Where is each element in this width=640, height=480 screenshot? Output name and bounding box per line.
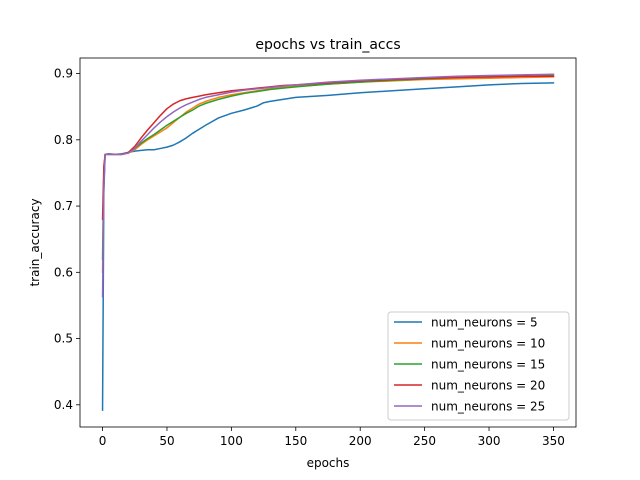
x-tick-label: 100 bbox=[220, 434, 243, 448]
x-tick-label: 200 bbox=[349, 434, 372, 448]
y-tick-label: 0.7 bbox=[54, 199, 73, 213]
x-tick-label: 50 bbox=[159, 434, 174, 448]
series-line-5 bbox=[101, 73, 555, 298]
x-tick-label: 150 bbox=[284, 434, 307, 448]
series-lines bbox=[101, 73, 555, 411]
legend-label-3: num_neurons = 15 bbox=[431, 358, 545, 372]
x-tick-label: 350 bbox=[542, 434, 565, 448]
y-tick-label: 0.8 bbox=[54, 133, 73, 147]
y-axis-ticks: 0.4 0.5 0.6 0.7 0.8 0.9 bbox=[54, 67, 80, 412]
x-axis-ticks: 0 50 100 150 200 250 300 350 bbox=[99, 427, 565, 448]
y-axis-label: train_accuracy bbox=[28, 198, 42, 286]
y-tick-label: 0.4 bbox=[54, 398, 73, 412]
legend-label-5: num_neurons = 25 bbox=[431, 400, 545, 414]
y-tick-label: 0.9 bbox=[54, 67, 73, 81]
y-tick-label: 0.5 bbox=[54, 332, 73, 346]
plot-frame bbox=[79, 57, 577, 428]
x-tick-label: 300 bbox=[478, 434, 501, 448]
x-tick-label: 250 bbox=[413, 434, 436, 448]
legend-box bbox=[387, 311, 570, 421]
x-axis-label: epochs bbox=[307, 456, 350, 470]
chart-title: epochs vs train_accs bbox=[255, 37, 400, 53]
y-tick-label: 0.6 bbox=[54, 265, 73, 279]
x-tick-label: 0 bbox=[99, 434, 107, 448]
legend-label-2: num_neurons = 10 bbox=[431, 337, 545, 351]
legend-label-1: num_neurons = 5 bbox=[431, 316, 538, 330]
legend-label-4: num_neurons = 20 bbox=[431, 379, 545, 393]
legend: num_neurons = 5 num_neurons = 10 num_neuro… bbox=[387, 311, 570, 421]
